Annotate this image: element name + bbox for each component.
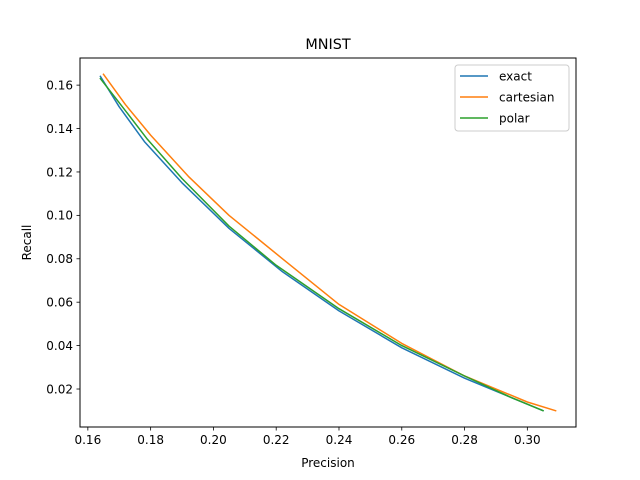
x-tick-label: 0.20 bbox=[200, 433, 227, 447]
legend: exact cartesian polar bbox=[454, 64, 570, 132]
x-tick-label: 0.24 bbox=[326, 433, 353, 447]
y-tick-label: 0.14 bbox=[46, 122, 73, 136]
y-tick-label: 0.10 bbox=[46, 209, 73, 223]
x-axis-label: Precision bbox=[301, 456, 355, 470]
y-tick-label: 0.08 bbox=[46, 252, 73, 266]
x-tick-label: 0.16 bbox=[74, 433, 101, 447]
y-tick-label: 0.06 bbox=[46, 295, 73, 309]
x-tick-label: 0.22 bbox=[263, 433, 290, 447]
y-axis-ticks: 0.02 0.04 0.06 0.08 0.10 0.12 0.14 0.16 bbox=[46, 78, 80, 396]
chart-title: MNIST bbox=[305, 37, 351, 53]
y-tick-label: 0.02 bbox=[46, 382, 73, 396]
y-tick-label: 0.16 bbox=[46, 78, 73, 92]
plot-frame bbox=[79, 57, 577, 428]
y-axis-label: Recall bbox=[20, 225, 34, 261]
series-line-exact bbox=[99, 75, 544, 412]
x-axis-ticks: 0.16 0.18 0.20 0.22 0.24 0.26 0.28 0.30 bbox=[74, 427, 541, 447]
y-tick-label: 0.12 bbox=[46, 165, 73, 179]
x-tick-label: 0.30 bbox=[514, 433, 541, 447]
legend-box bbox=[454, 64, 570, 132]
legend-label-exact: exact bbox=[499, 70, 532, 84]
series-line-polar bbox=[99, 77, 544, 412]
y-tick-label: 0.04 bbox=[46, 339, 73, 353]
plot-lines bbox=[99, 73, 557, 412]
x-tick-label: 0.18 bbox=[137, 433, 164, 447]
legend-label-cartesian: cartesian bbox=[499, 91, 555, 105]
series-line-cartesian bbox=[102, 73, 557, 412]
x-tick-label: 0.26 bbox=[388, 433, 415, 447]
legend-label-polar: polar bbox=[499, 112, 530, 126]
x-tick-label: 0.28 bbox=[451, 433, 478, 447]
